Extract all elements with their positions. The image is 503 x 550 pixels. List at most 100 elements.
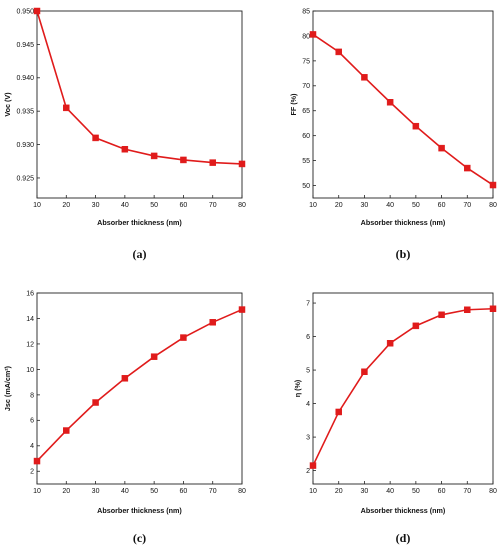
x-tick-label: 70 — [209, 202, 217, 209]
x-tick-label: 20 — [62, 488, 70, 495]
data-point — [438, 311, 445, 319]
data-point — [489, 181, 497, 189]
x-tick-label: 60 — [438, 202, 446, 209]
x-tick-label: 60 — [438, 488, 446, 495]
data-point — [238, 160, 246, 168]
data-point — [489, 305, 497, 312]
data-point — [361, 368, 368, 375]
x-axis-title: Absorber thickness (nm) — [97, 218, 182, 227]
x-tick-label: 70 — [463, 202, 471, 209]
y-axis-title: Voc (V) — [3, 92, 12, 117]
y-axis-title: Jsc (mA/cm²) — [3, 365, 12, 411]
data-point — [386, 340, 394, 347]
plot-frame — [312, 10, 494, 199]
data-point — [33, 7, 41, 15]
panel-label: (a) — [133, 247, 147, 261]
x-tick-label: 10 — [33, 202, 41, 209]
y-tick-label: 6 — [306, 334, 310, 341]
data-point — [63, 427, 70, 434]
chart-panel-1: 10 20 30 40 50 60 70 80 0.925 0.930 0.935 0.940 0.94… — [3, 7, 246, 261]
data-point — [238, 306, 246, 313]
plot-frame — [36, 10, 243, 199]
x-tick-label: 30 — [92, 488, 100, 495]
x-axis-title: Absorber thickness (nm) — [361, 506, 446, 515]
y-tick-label: 70 — [302, 83, 310, 90]
data-point — [309, 462, 317, 469]
x-tick-label: 60 — [180, 202, 188, 209]
data-point — [63, 104, 70, 112]
y-tick-label: 2 — [306, 468, 310, 475]
plot-frame — [312, 292, 494, 485]
y-tick-label: 0.925 — [16, 175, 34, 182]
data-point — [180, 156, 187, 164]
x-tick-label: 30 — [361, 202, 369, 209]
chart-panel-3: 10 20 30 40 50 60 70 80 2 4 6 8 10 12 14 16 Absorber thi… — [3, 290, 246, 545]
x-tick-label: 40 — [121, 202, 129, 209]
series-line — [36, 308, 243, 462]
y-tick-label: 0.935 — [16, 109, 34, 116]
y-axis-title: η (%) — [293, 379, 302, 397]
x-tick-label: 10 — [309, 488, 317, 495]
y-tick-label: 4 — [30, 443, 34, 450]
x-tick-label: 60 — [180, 488, 188, 495]
y-tick-label: 2 — [30, 469, 34, 476]
y-tick-label: 80 — [302, 33, 310, 40]
x-tick-label: 10 — [309, 202, 317, 209]
y-tick-label: 12 — [26, 341, 34, 348]
x-tick-label: 20 — [62, 202, 70, 209]
y-tick-label: 0.940 — [16, 75, 34, 82]
x-axis-title: Absorber thickness (nm) — [97, 506, 182, 515]
data-point — [209, 159, 216, 166]
x-tick-label: 40 — [386, 488, 394, 495]
data-point — [335, 408, 342, 416]
data-point — [412, 322, 420, 330]
series-line — [36, 10, 243, 165]
x-tick-label: 80 — [489, 202, 497, 209]
y-tick-label: 6 — [30, 418, 34, 425]
x-tick-label: 50 — [150, 488, 158, 495]
data-point — [464, 164, 471, 172]
x-tick-label: 50 — [150, 202, 158, 209]
y-tick-label: 10 — [26, 367, 34, 374]
x-tick-label: 50 — [412, 202, 420, 209]
x-tick-label: 70 — [209, 488, 217, 495]
data-point — [150, 353, 158, 360]
x-axis-title: Absorber thickness (nm) — [361, 218, 446, 227]
y-tick-label: 4 — [306, 401, 310, 408]
series-line — [312, 307, 494, 466]
panel-label: (d) — [396, 531, 411, 545]
data-point — [150, 152, 158, 160]
chart-panel-2: 10 20 30 40 50 60 70 80 50 55 60 65 70 75 80 85 Absorber… — [289, 8, 497, 261]
y-axis-title: FF (%) — [289, 93, 298, 116]
data-point — [180, 334, 187, 341]
y-tick-label: 5 — [306, 367, 310, 374]
y-tick-label: 0.945 — [16, 42, 34, 49]
data-point — [92, 134, 99, 142]
series-line — [312, 33, 494, 186]
y-tick-label: 16 — [26, 290, 34, 297]
x-tick-label: 50 — [412, 488, 420, 495]
x-tick-label: 70 — [463, 488, 471, 495]
y-tick-label: 85 — [302, 8, 310, 15]
y-tick-label: 8 — [30, 392, 34, 399]
y-tick-label: 7 — [306, 300, 310, 307]
y-tick-label: 14 — [26, 316, 34, 323]
data-point — [386, 99, 394, 106]
chart-panel-4: 10 20 30 40 50 60 70 80 2 3 4 5 6 7 Absorber thickness… — [293, 292, 497, 545]
x-tick-label: 40 — [386, 202, 394, 209]
panel-label: (b) — [396, 247, 411, 261]
y-tick-label: 60 — [302, 133, 310, 140]
x-tick-label: 30 — [92, 202, 100, 209]
data-point — [121, 145, 129, 153]
x-tick-label: 80 — [238, 202, 246, 209]
x-tick-label: 80 — [238, 488, 246, 495]
x-tick-label: 30 — [361, 488, 369, 495]
y-tick-label: 0.950 — [16, 8, 34, 15]
data-point — [335, 48, 342, 56]
panel-label: (c) — [133, 531, 146, 545]
data-point — [412, 122, 420, 130]
y-tick-label: 50 — [302, 183, 310, 190]
data-point — [33, 457, 41, 465]
